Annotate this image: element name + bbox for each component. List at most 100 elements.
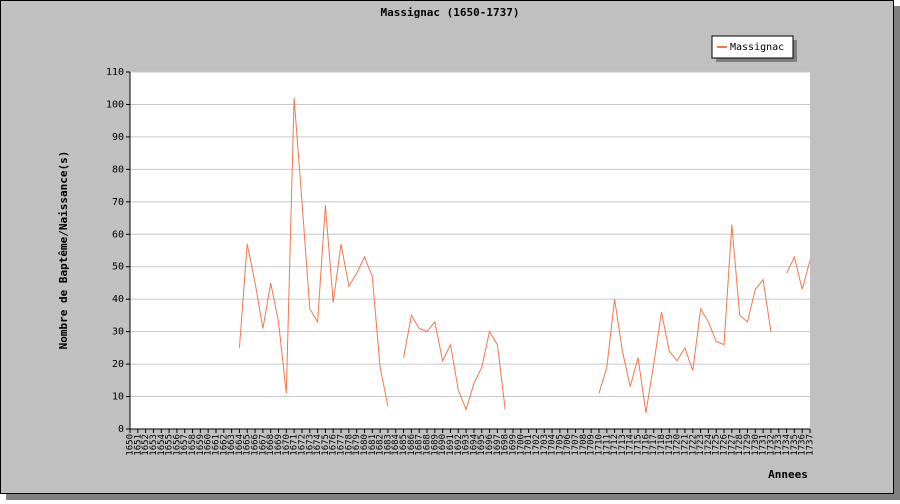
x-tick-label: 1699 [508,434,518,456]
x-tick-label: 1681 [368,434,378,456]
x-tick-label: 1675 [321,434,331,456]
x-tick-label: 1669 [274,434,284,456]
x-tick-label: 1688 [423,434,433,456]
x-tick-label: 1720 [673,434,683,456]
x-tick-label: 1678 [344,434,354,456]
x-tick-label: 1717 [649,434,659,456]
x-tick-label: 1664 [235,434,245,456]
x-tick-label: 1700 [516,434,526,456]
y-tick-label: 100 [106,99,124,110]
x-tick-label: 1660 [204,434,214,456]
legend-label: Massignac [730,42,784,53]
x-tick-label: 1728 [735,434,745,456]
x-tick-label: 1730 [751,434,761,456]
y-tick-label: 10 [112,392,124,403]
x-tick-label: 1663 [227,434,237,456]
x-tick-label: 1659 [196,434,206,456]
data-line [238,97,811,413]
y-tick-label: 40 [112,294,124,305]
y-tick-label: 50 [112,262,124,273]
x-tick-label: 1667 [258,434,268,456]
x-tick-label: 1680 [360,434,370,456]
x-tick-label: 1687 [415,434,425,456]
x-tick-label: 1682 [376,434,386,456]
x-tick-label: 1679 [352,434,362,456]
x-tick-label: 1695 [477,434,487,456]
x-tick-label: 1716 [641,434,651,456]
x-tick-label: 1674 [313,434,323,456]
plot-area [130,72,810,429]
x-tick-label: 1655 [165,434,175,456]
x-tick-label: 1708 [579,434,589,456]
y-tick-label: 20 [112,359,124,370]
x-tick-label: 1701 [524,434,534,456]
y-tick-label: 80 [112,164,124,175]
x-tick-label: 1673 [305,434,315,456]
x-tick-label: 1704 [548,434,558,456]
y-tick-label: 30 [112,327,124,338]
x-tick-label: 1732 [766,434,776,456]
x-tick-label: 1696 [485,434,495,456]
x-tick-label: 1683 [383,434,393,456]
x-tick-label: 1703 [540,434,550,456]
y-tick-label: 70 [112,197,124,208]
x-tick-label: 1726 [720,434,730,456]
x-tick-label: 1692 [454,434,464,456]
x-tick-label: 1714 [626,434,636,456]
x-tick-label: 1651 [133,434,143,456]
x-tick-label: 1711 [602,434,612,456]
y-tick-label: 110 [106,67,124,78]
x-tick-label: 1656 [172,434,182,456]
x-tick-label: 1662 [219,434,229,456]
x-tick-label: 1658 [188,434,198,456]
y-tick-label: 90 [112,132,124,143]
x-tick-label: 1689 [430,434,440,456]
x-tick-label: 1652 [141,434,151,456]
x-tick-label: 1670 [282,434,292,456]
x-tick-label: 1707 [571,434,581,456]
x-tick-label: 1691 [446,434,456,456]
x-tick-label: 1706 [563,434,573,456]
x-tick-label: 1731 [759,434,769,456]
legend-box [711,35,794,59]
x-tick-label: 1665 [243,434,253,456]
x-tick-label: 1733 [774,434,784,456]
x-tick-label: 1710 [594,434,604,456]
x-tick-label: 1654 [157,434,167,456]
x-tick-label: 1737 [806,434,816,456]
x-tick-label: 1735 [790,434,800,456]
x-tick-label: 1713 [618,434,628,456]
x-tick-label: 1719 [665,434,675,456]
x-tick-label: 1725 [712,434,722,456]
x-tick-label: 1672 [297,434,307,456]
x-tick-label: 1650 [126,434,136,456]
x-tick-label: 1721 [680,434,690,456]
y-tick-label: 0 [118,424,124,435]
y-tick-label: 60 [112,229,124,240]
x-tick-label: 1666 [251,434,261,456]
x-tick-label: 1727 [727,434,737,456]
x-tick-label: 1668 [266,434,276,456]
y-axis-label: Nombre de Baptême/Naissance(s) [57,151,70,350]
x-tick-label: 1690 [438,434,448,456]
x-tick-label: 1694 [469,434,479,456]
x-tick-label: 1715 [634,434,644,456]
x-tick-label: 1671 [290,434,300,456]
x-tick-label: 1685 [399,434,409,456]
x-tick-label: 1729 [743,434,753,456]
x-tick-label: 1718 [657,434,667,456]
x-tick-label: 1693 [462,434,472,456]
x-tick-label: 1698 [501,434,511,456]
chart-title: Massignac (1650-1737) [380,6,519,19]
x-tick-label: 1697 [493,434,503,456]
x-tick-label: 1724 [704,434,714,456]
x-tick-label: 1722 [688,434,698,456]
x-tick-label: 1677 [337,434,347,456]
x-tick-label: 1736 [798,434,808,456]
x-axis-label: Annees [768,468,808,481]
x-tick-label: 1712 [610,434,620,456]
x-tick-label: 1709 [587,434,597,456]
x-tick-label: 1686 [407,434,417,456]
x-tick-label: 1734 [782,434,792,456]
